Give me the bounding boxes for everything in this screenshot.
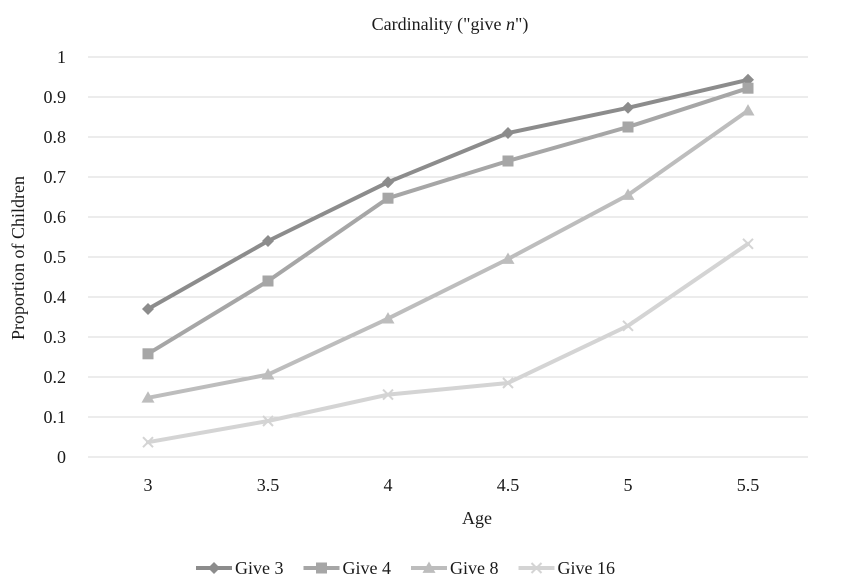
y-tick-label: 0.8 (44, 127, 67, 147)
data-point (382, 388, 394, 401)
data-point (742, 82, 754, 94)
legend: Give 3 Give 4 Give 8 Give 16 (196, 558, 615, 578)
legend-marker (530, 562, 543, 574)
legend-item: Give 3 (196, 558, 284, 578)
y-tick-label: 0.9 (44, 87, 67, 107)
chart-title-prefix: Cardinality ("give (372, 14, 506, 35)
data-point (501, 252, 515, 264)
legend-marker (316, 562, 327, 574)
data-point (142, 348, 154, 360)
x-tick-label: 4 (384, 475, 393, 495)
x-tick-label: 3.5 (257, 475, 280, 495)
series-4 (142, 238, 754, 448)
data-point (382, 192, 394, 204)
y-axis-label: Proportion of Children (8, 176, 28, 340)
series-2 (142, 82, 754, 360)
data-point (262, 415, 274, 427)
x-tick-label: 5 (624, 475, 633, 495)
data-point (262, 275, 274, 287)
series-line (146, 77, 750, 311)
data-point (621, 188, 635, 200)
legend-label: Give 8 (450, 558, 499, 578)
data-point (262, 235, 274, 247)
x-tick-label: 5.5 (737, 475, 760, 495)
series-lines (141, 73, 755, 448)
x-tick-label: 4.5 (497, 475, 520, 495)
data-point (742, 238, 754, 250)
chart-title-suffix: ") (515, 14, 528, 35)
data-point (142, 436, 154, 448)
series-line (146, 241, 750, 445)
data-point (382, 176, 394, 189)
data-point (622, 320, 634, 332)
x-tick-label: 3 (144, 475, 153, 495)
data-point (142, 303, 154, 315)
y-tick-label: 0.1 (44, 407, 67, 427)
legend-item: Give 16 (518, 558, 616, 578)
data-point (622, 101, 634, 114)
x-axis-label: Age (462, 508, 492, 528)
chart-title: Cardinality ("give n") (372, 14, 529, 35)
data-point (141, 391, 155, 403)
legend-label: Give 3 (235, 558, 284, 578)
y-tick-label: 0.7 (44, 167, 67, 187)
legend-marker (422, 561, 436, 573)
gridlines (88, 56, 808, 458)
data-point (261, 368, 275, 380)
series-line (146, 86, 750, 356)
legend-label: Give 4 (343, 558, 392, 578)
y-tick-label: 0.4 (44, 287, 67, 307)
data-point (502, 127, 514, 139)
series-3 (141, 104, 755, 403)
legend-label: Give 16 (558, 558, 616, 578)
data-point (622, 121, 634, 133)
series-1 (142, 73, 754, 315)
y-tick-label: 0.3 (44, 327, 67, 347)
data-point (381, 312, 395, 324)
data-point (502, 155, 514, 167)
data-point (741, 104, 755, 116)
series-line (146, 108, 750, 400)
y-tick-label: 0.2 (44, 367, 67, 387)
y-tick-label: 0.6 (44, 207, 67, 227)
chart-title-italic: n (506, 14, 515, 34)
y-tick-label: 1 (57, 47, 66, 67)
y-tick-label: 0.5 (44, 247, 67, 267)
y-tick-label: 0 (57, 447, 66, 467)
legend-item: Give 4 (303, 558, 392, 578)
legend-item: Give 8 (411, 558, 499, 578)
data-point (502, 377, 514, 389)
y-axis-ticks: 0 0.1 0.2 0.3 0.4 0.5 0.6 0.7 0.8 0.9 1 (44, 47, 67, 467)
legend-marker (208, 562, 220, 574)
x-axis-ticks: 3 3.5 4 4.5 5 5.5 (144, 475, 760, 495)
